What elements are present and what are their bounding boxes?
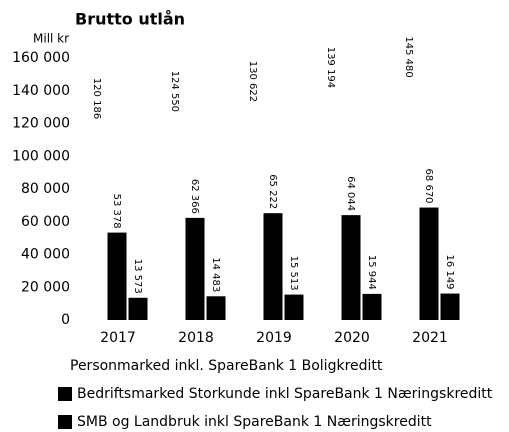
bar <box>128 297 148 320</box>
bar <box>107 232 127 320</box>
x-tick-label: 2021 <box>412 330 448 346</box>
value-label: 65 222 <box>267 174 278 209</box>
value-label: 64 044 <box>345 176 356 211</box>
value-label: 139 194 <box>325 47 336 88</box>
bar <box>263 213 283 320</box>
value-label: 53 378 <box>111 194 122 229</box>
bar <box>341 215 361 320</box>
y-tick-label: 80 000 <box>21 181 70 197</box>
value-label: 62 366 <box>189 179 200 214</box>
bar <box>87 123 107 320</box>
chart-title: Brutto utlån <box>75 10 185 29</box>
bar <box>419 207 439 320</box>
legend-swatch <box>58 415 72 429</box>
bar <box>440 293 460 320</box>
legend-label: SMB og Landbruk inkl SpareBank 1 Nærings… <box>77 414 432 430</box>
value-label: 14 483 <box>210 257 221 292</box>
bar <box>321 92 341 320</box>
y-tick-label: 60 000 <box>21 214 70 230</box>
x-tick-label: 2018 <box>178 330 214 346</box>
bar <box>284 294 304 320</box>
y-tick-label: 140 000 <box>12 83 70 99</box>
value-label: 130 622 <box>247 61 258 102</box>
bar <box>206 296 226 320</box>
bar <box>165 116 185 320</box>
value-label: 15 513 <box>288 256 299 291</box>
y-tick-label: 40 000 <box>21 247 70 263</box>
y-tick-label: 160 000 <box>12 50 70 66</box>
legend-label: Personmarked inkl. SpareBank 1 Boligkred… <box>70 358 383 374</box>
value-label: 120 186 <box>91 78 102 119</box>
bar <box>243 106 263 320</box>
x-tick-label: 2020 <box>334 330 370 346</box>
value-label: 13 573 <box>132 259 143 294</box>
legend-swatch <box>58 387 72 401</box>
value-label: 68 670 <box>423 169 434 204</box>
x-tick-label: 2019 <box>256 330 292 346</box>
bar <box>399 81 419 321</box>
y-tick-label: 20 000 <box>21 279 70 295</box>
legend-label: Bedriftsmarked Storkunde inkl SpareBank … <box>77 386 493 402</box>
value-label: 145 480 <box>403 36 414 77</box>
legend-swatch <box>58 359 72 373</box>
value-label: 124 550 <box>169 71 180 112</box>
value-label: 16 149 <box>444 255 455 290</box>
y-axis-label: Mill kr <box>33 32 69 46</box>
x-tick-label: 2017 <box>100 330 136 346</box>
y-tick-label: 0 <box>61 312 70 328</box>
bar <box>185 217 205 320</box>
y-tick-label: 100 000 <box>12 148 70 164</box>
bar <box>362 293 382 320</box>
y-tick-label: 120 000 <box>12 116 70 132</box>
value-label: 15 944 <box>366 255 377 290</box>
